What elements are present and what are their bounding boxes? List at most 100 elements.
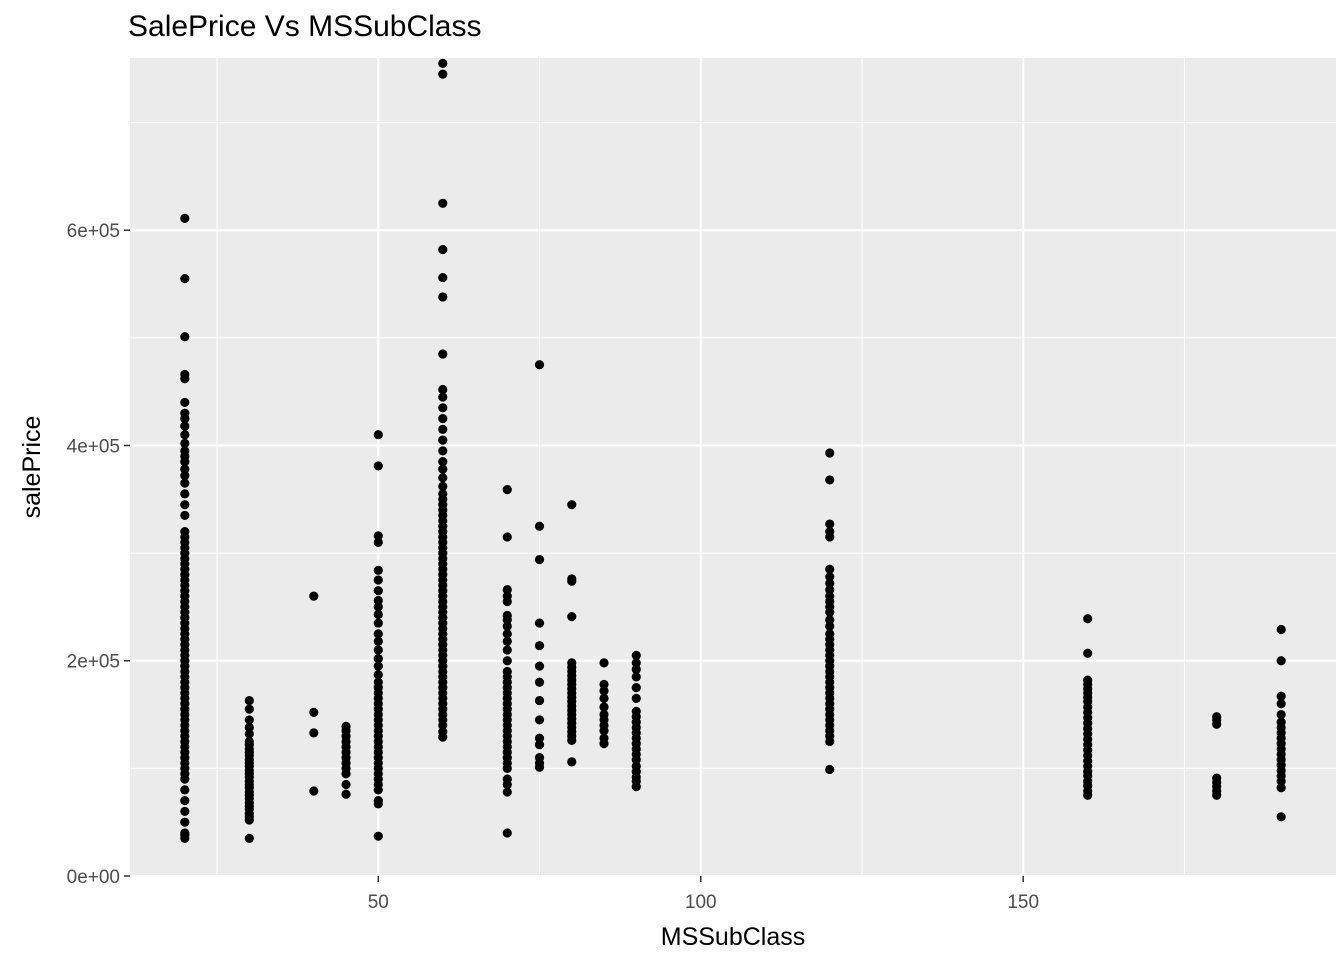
data-point bbox=[244, 736, 254, 747]
data-point bbox=[438, 272, 448, 283]
data-point bbox=[373, 531, 383, 541]
data-point bbox=[534, 695, 545, 706]
data-point bbox=[567, 500, 577, 510]
data-point bbox=[438, 403, 448, 413]
data-point bbox=[502, 666, 512, 677]
data-point bbox=[631, 672, 641, 682]
data-point bbox=[373, 430, 383, 440]
data-point bbox=[341, 721, 351, 731]
data-point bbox=[825, 764, 835, 775]
data-point bbox=[534, 360, 545, 370]
data-point bbox=[244, 833, 254, 843]
data-point bbox=[825, 578, 835, 588]
data-point bbox=[180, 785, 190, 795]
data-point bbox=[1276, 812, 1286, 822]
x-tick-label: 100 bbox=[685, 892, 717, 913]
data-point bbox=[825, 615, 835, 625]
data-point bbox=[180, 274, 190, 284]
data-point bbox=[438, 424, 448, 434]
y-tick-label: 4e+05 bbox=[67, 436, 120, 457]
data-point bbox=[373, 565, 383, 575]
data-point bbox=[502, 629, 512, 639]
data-point bbox=[599, 658, 609, 668]
data-point bbox=[825, 572, 835, 582]
data-point bbox=[180, 489, 190, 499]
data-point bbox=[502, 532, 512, 542]
data-point bbox=[341, 789, 351, 799]
data-point bbox=[631, 693, 641, 704]
chart-title: SalePrice Vs MSSubClass bbox=[128, 10, 482, 43]
x-tick-label: 150 bbox=[1007, 892, 1039, 913]
data-point bbox=[1212, 712, 1222, 722]
data-point bbox=[180, 478, 190, 488]
data-point bbox=[438, 244, 448, 255]
data-point bbox=[341, 779, 351, 790]
data-point bbox=[373, 618, 383, 628]
data-point bbox=[180, 526, 190, 537]
data-point bbox=[438, 446, 448, 456]
data-point bbox=[438, 727, 448, 737]
data-point bbox=[631, 650, 641, 660]
data-point bbox=[1276, 691, 1286, 701]
data-point bbox=[438, 392, 448, 402]
data-point bbox=[534, 715, 545, 725]
data-point bbox=[373, 537, 383, 547]
data-point bbox=[180, 806, 190, 817]
data-point bbox=[309, 707, 319, 718]
data-point bbox=[438, 384, 448, 395]
data-point bbox=[502, 774, 512, 784]
data-point bbox=[567, 612, 577, 622]
data-point bbox=[244, 704, 254, 714]
plot-panel bbox=[130, 58, 1336, 876]
data-point bbox=[534, 554, 545, 565]
data-point bbox=[180, 408, 190, 418]
data-point bbox=[825, 475, 835, 485]
data-point bbox=[180, 796, 190, 806]
data-point bbox=[309, 728, 319, 738]
data-point bbox=[599, 693, 609, 704]
y-tick-label: 2e+05 bbox=[67, 652, 120, 673]
data-point bbox=[180, 332, 190, 342]
data-point bbox=[534, 677, 545, 687]
data-point bbox=[438, 69, 448, 79]
data-point bbox=[438, 457, 448, 467]
data-point bbox=[1083, 614, 1093, 624]
x-tick-label: 50 bbox=[368, 892, 389, 913]
data-point bbox=[180, 817, 190, 827]
data-point bbox=[502, 585, 512, 595]
data-point bbox=[309, 786, 319, 796]
y-tick-label: 6e+05 bbox=[67, 221, 120, 242]
data-point bbox=[1276, 656, 1286, 666]
data-point bbox=[825, 526, 835, 537]
data-point bbox=[502, 485, 512, 495]
data-point bbox=[567, 574, 577, 584]
data-point bbox=[373, 677, 383, 687]
data-point bbox=[438, 349, 448, 359]
data-point bbox=[373, 586, 383, 596]
data-point bbox=[180, 471, 190, 481]
data-point bbox=[534, 733, 545, 743]
data-point bbox=[1083, 675, 1093, 685]
data-point bbox=[373, 636, 383, 646]
data-point bbox=[599, 686, 609, 696]
data-point bbox=[502, 636, 512, 646]
data-point bbox=[567, 757, 577, 767]
data-point bbox=[244, 729, 254, 739]
data-point bbox=[438, 58, 448, 68]
data-point bbox=[502, 645, 512, 655]
data-point bbox=[244, 715, 254, 725]
data-point bbox=[599, 679, 609, 690]
data-point bbox=[1276, 783, 1286, 793]
data-point bbox=[631, 761, 641, 771]
data-point bbox=[631, 658, 641, 668]
data-point bbox=[373, 670, 383, 680]
data-point bbox=[373, 796, 383, 806]
data-point bbox=[599, 702, 609, 712]
y-tick-label: 0e+00 bbox=[67, 867, 120, 888]
data-point bbox=[373, 461, 383, 471]
data-point bbox=[438, 481, 448, 491]
data-point bbox=[825, 519, 835, 529]
data-point bbox=[438, 464, 448, 474]
